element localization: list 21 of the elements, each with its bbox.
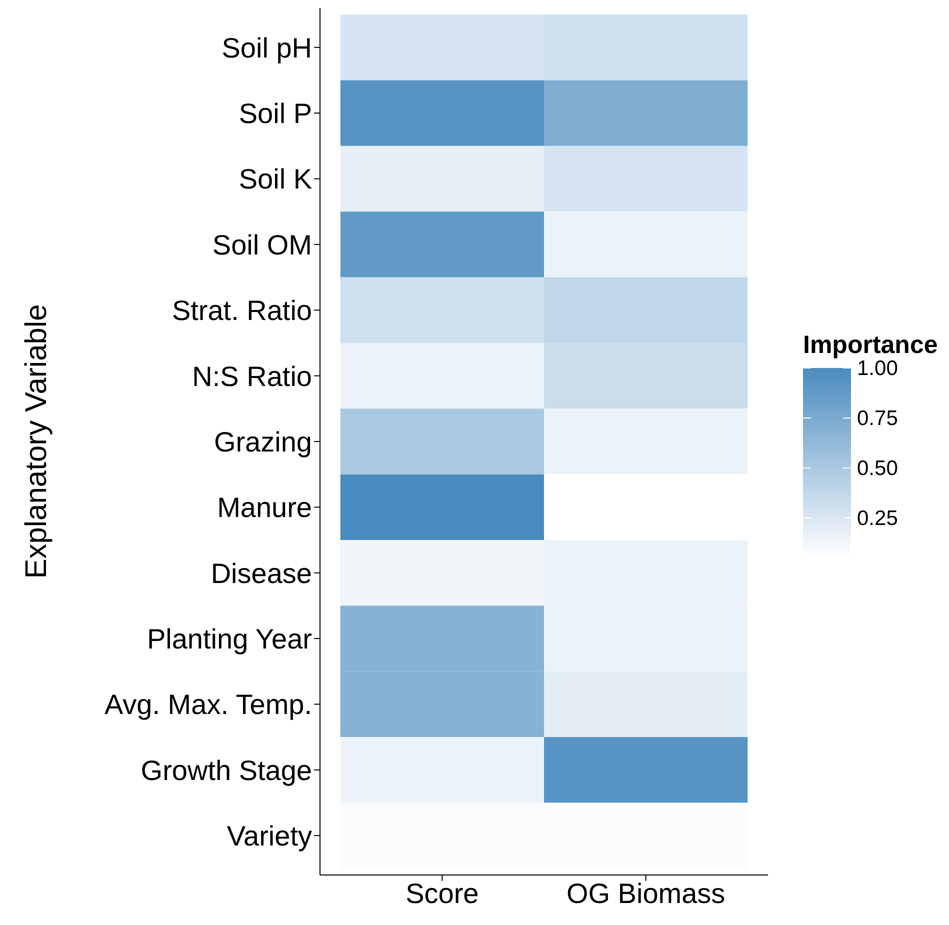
y-tick-label: N:S Ratio <box>192 360 312 392</box>
y-tick-label: Planting Year <box>146 623 312 654</box>
y-tick-label: Soil K <box>238 164 312 195</box>
x-tick-label: Score <box>406 878 479 909</box>
y-tick-label: Manure <box>217 492 312 524</box>
y-tick-label: Soil P <box>238 98 312 130</box>
y-tick-label: Avg. Max. Temp. <box>104 689 312 720</box>
y-tick-label: Strat. Ratio <box>172 295 312 326</box>
y-tick-label: Disease <box>210 558 312 589</box>
y-tick-label: Variety <box>226 820 312 852</box>
color-bar-label: 0.75 <box>857 407 898 430</box>
y-tick-label: Growth Stage <box>140 754 312 786</box>
y-tick-label: Soil pH <box>222 32 312 64</box>
y-tick-label: Grazing <box>214 426 312 458</box>
y-axis-title: Explanatory Variable <box>20 304 53 579</box>
color-bar-label: 0.25 <box>857 507 898 530</box>
x-tick-label: OG Biomass <box>566 878 726 909</box>
color-bar-label: 0.50 <box>857 457 898 480</box>
color-bar-label: 1.00 <box>857 357 898 380</box>
y-tick-label: Soil OM <box>212 229 312 260</box>
legend-title: Importance <box>803 331 939 360</box>
